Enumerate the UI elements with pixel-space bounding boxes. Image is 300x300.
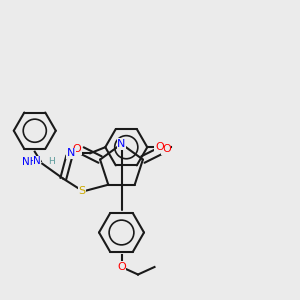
Text: O: O bbox=[72, 144, 81, 154]
Text: NH: NH bbox=[22, 157, 38, 167]
Text: O: O bbox=[117, 262, 126, 272]
Text: O: O bbox=[155, 142, 164, 152]
Text: H: H bbox=[48, 157, 54, 166]
Text: N: N bbox=[33, 156, 41, 166]
Text: O: O bbox=[162, 144, 171, 154]
Text: N: N bbox=[117, 139, 126, 149]
Text: N: N bbox=[67, 148, 75, 158]
Text: S: S bbox=[79, 186, 86, 196]
